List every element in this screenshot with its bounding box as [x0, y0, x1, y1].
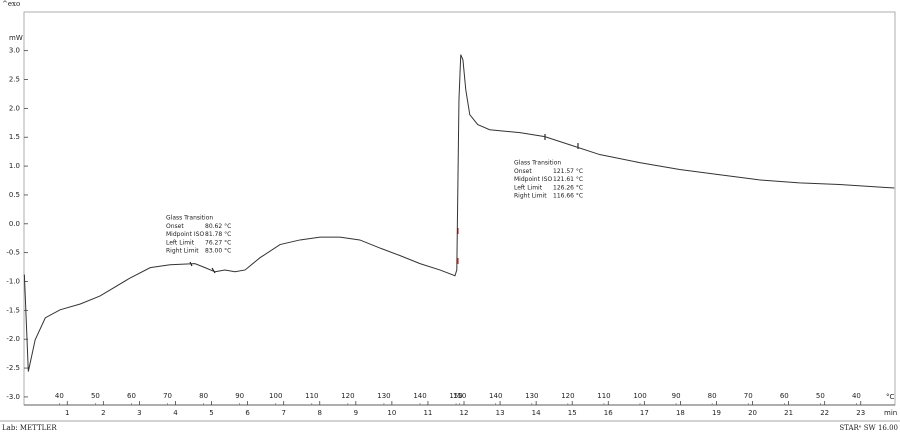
- y-tick-label: -3.0: [6, 393, 20, 401]
- x-tick-label: 18: [676, 409, 685, 417]
- x2-tick-label: 90: [235, 392, 244, 400]
- footer-left: Lab: METTLER: [2, 424, 57, 432]
- y-tick-label: 3.0: [9, 47, 20, 55]
- x2-tick-label: 110: [597, 392, 610, 400]
- x-unit: min: [884, 409, 897, 417]
- annotation-key: Onset: [514, 168, 532, 175]
- footer-right: STARᵉ SW 16.00: [839, 424, 898, 432]
- x-tick-label: 10: [387, 409, 396, 417]
- annotation-value: 76.27 °C: [205, 239, 231, 246]
- y-unit: mW: [9, 34, 23, 42]
- x2-tick-label: 100: [269, 392, 282, 400]
- annotation-key: Onset: [166, 223, 184, 230]
- x2-tick-label: 130: [525, 392, 538, 400]
- x-tick-label: 6: [245, 409, 250, 417]
- annotation-title: Glass Transition: [514, 160, 561, 167]
- annotation-value: 121.57 °C: [553, 168, 583, 175]
- curve: [23, 54, 895, 372]
- x-tick-label: 2: [101, 409, 105, 417]
- x2-tick-label: 140: [413, 392, 426, 400]
- annotation-key: Right Limit: [166, 248, 199, 255]
- x2-tick-label: 130: [377, 392, 390, 400]
- y-tick-label: -2.0: [6, 335, 20, 343]
- annotation-value: 121.61 °C: [553, 176, 583, 183]
- annotation-value: 126.26 °C: [553, 184, 583, 191]
- x2-tick-label: 80: [199, 392, 208, 400]
- x2-tick-label: 50: [91, 392, 100, 400]
- y-tick-label: 2.5: [9, 76, 20, 84]
- x-tick-label: 9: [354, 409, 358, 417]
- x-tick-label: 14: [532, 409, 541, 417]
- exo-label: ^exo: [2, 0, 20, 8]
- x2-tick-label: 60: [127, 392, 136, 400]
- y-tick-label: -0.5: [6, 249, 20, 257]
- x-tick-label: 11: [423, 409, 432, 417]
- annotation-title: Glass Transition: [166, 215, 213, 222]
- y-tick-label: 0.5: [9, 191, 20, 199]
- x2-tick-label: 60: [780, 392, 789, 400]
- x-tick-label: 3: [137, 409, 141, 417]
- annotation-key: Midpoint ISO: [166, 231, 204, 238]
- x-tick-label: 20: [748, 409, 757, 417]
- x2-tick-label: 80: [708, 392, 717, 400]
- x2-tick-label: 90: [672, 392, 681, 400]
- x2-tick-label: 70: [163, 392, 172, 400]
- x-tick-label: 13: [496, 409, 505, 417]
- y-tick-label: 1.0: [9, 162, 20, 170]
- x2-tick-label: 150: [453, 392, 466, 400]
- plot-frame: [23, 11, 896, 406]
- x2-tick-label: 140: [489, 392, 502, 400]
- y-tick-label: -2.5: [6, 364, 20, 372]
- y-tick-label: 0.0: [9, 220, 20, 228]
- annotation-value: 80.62 °C: [205, 223, 231, 230]
- x2-tick-label: 40: [852, 392, 861, 400]
- annotation-value: 81.78 °C: [205, 231, 231, 238]
- x2-unit: °C: [886, 393, 895, 401]
- x-tick-label: 16: [604, 409, 613, 417]
- annotation-value: 116.66 °C: [553, 193, 583, 200]
- x-tick-label: 17: [640, 409, 649, 417]
- annotation-key: Left Limit: [166, 239, 195, 246]
- x-tick-label: 5: [209, 409, 213, 417]
- x-tick-label: 1: [65, 409, 69, 417]
- x2-tick-label: 100: [633, 392, 646, 400]
- y-tick-label: 2.0: [9, 104, 20, 112]
- x2-tick-label: 70: [744, 392, 753, 400]
- x-tick-label: 21: [784, 409, 793, 417]
- annotation-key: Midpoint ISO: [514, 176, 552, 183]
- x-tick-label: 23: [856, 409, 865, 417]
- x2-tick-label: 120: [561, 392, 574, 400]
- x-tick-label: 22: [820, 409, 829, 417]
- x-tick-label: 15: [568, 409, 577, 417]
- annotation-key: Left Limit: [514, 184, 543, 191]
- onset-marker: [211, 267, 216, 274]
- y-tick-label: -1.5: [6, 306, 20, 314]
- annotation-key: Right Limit: [514, 193, 547, 200]
- y-tick-label: 1.5: [9, 133, 20, 141]
- x2-tick-label: 120: [341, 392, 354, 400]
- x2-tick-label: 50: [816, 392, 825, 400]
- x2-tick-label: 40: [55, 392, 64, 400]
- x-tick-label: 19: [712, 409, 721, 417]
- x2-tick-label: 110: [305, 392, 318, 400]
- x-tick-label: 8: [318, 409, 322, 417]
- y-tick-label: -1.0: [6, 278, 20, 286]
- annotation-value: 83.00 °C: [205, 248, 231, 255]
- x-tick-label: 12: [460, 409, 469, 417]
- x2-tick-label: 150: [449, 392, 462, 400]
- x-tick-label: 4: [173, 409, 178, 417]
- x-tick-label: 7: [281, 409, 285, 417]
